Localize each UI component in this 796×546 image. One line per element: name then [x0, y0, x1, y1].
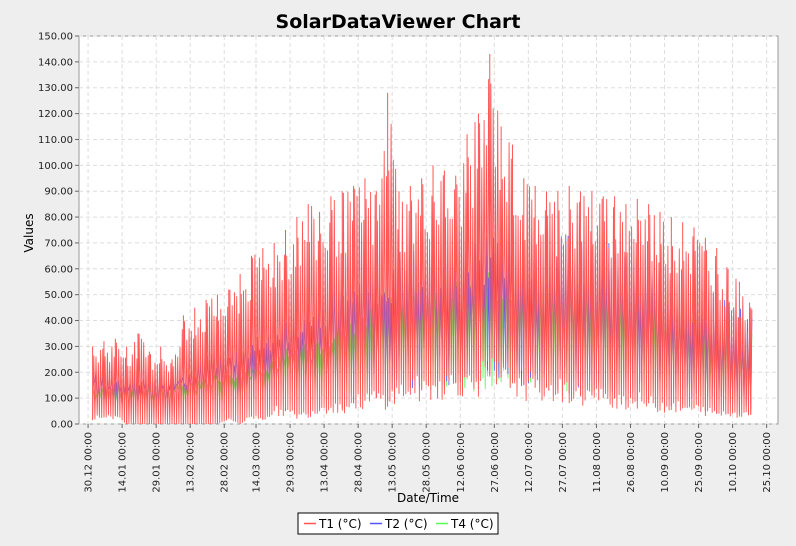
x-tick-label: 13.05 00:00	[388, 432, 399, 493]
y-tick-label: 30.00	[44, 342, 73, 353]
y-tick-label: 100.00	[38, 161, 73, 172]
x-tick-label: 12.07 00:00	[524, 432, 535, 493]
y-tick-label: 0.00	[51, 420, 73, 431]
legend-entry: T2 (°C)	[384, 517, 428, 531]
y-tick-label: 110.00	[38, 135, 73, 146]
x-tick-label: 13.04 00:00	[320, 432, 331, 493]
y-tick-label: 80.00	[44, 213, 73, 224]
y-tick-label: 60.00	[44, 264, 73, 275]
x-tick-label: 25.10 00:00	[762, 432, 773, 493]
y-tick-label: 20.00	[44, 368, 73, 379]
y-tick-label: 40.00	[44, 316, 73, 327]
x-tick-label: 28.02 00:00	[220, 432, 231, 493]
legend-entry: T4 (°C)	[450, 517, 494, 531]
y-axis: 0.00 10.00 20.00 30.00 40.00 50.00 60.00 70.00 8…	[38, 32, 79, 431]
x-tick-label: 29.01 00:00	[152, 432, 163, 493]
x-tick-label: 27.06 00:00	[490, 432, 501, 493]
y-tick-label: 50.00	[44, 290, 73, 301]
x-tick-label: 13.02 00:00	[186, 432, 197, 493]
x-tick-label: 25.09 00:00	[694, 432, 705, 493]
x-tick-label: 12.06 00:00	[456, 432, 467, 493]
x-tick-label: 28.04 00:00	[354, 432, 365, 493]
x-tick-label: 30.12 00:00	[84, 432, 95, 493]
x-tick-label: 10.10 00:00	[728, 432, 739, 493]
x-tick-label: 11.08 00:00	[592, 432, 603, 493]
chart-title: SolarDataViewer Chart	[276, 11, 521, 33]
x-tick-label: 26.08 00:00	[626, 432, 637, 493]
legend-entry: T1 (°C)	[318, 517, 362, 531]
legend: T1 (°C) T2 (°C) T4 (°C)	[297, 512, 499, 535]
x-tick-label: 14.03 00:00	[252, 432, 263, 493]
y-tick-label: 130.00	[38, 83, 73, 94]
legend-box	[297, 512, 499, 535]
x-axis-label: Date/Time	[397, 491, 459, 505]
series-line-t1	[92, 79, 753, 425]
x-tick-label: 29.03 00:00	[286, 432, 297, 493]
x-tick-label: 10.09 00:00	[660, 432, 671, 493]
y-tick-label: 120.00	[38, 109, 73, 120]
x-tick-label: 28.05 00:00	[422, 432, 433, 493]
x-axis: 30.12 00:00 14.01 00:00 29.01 00:00 13.02 0…	[84, 424, 773, 493]
y-tick-label: 70.00	[44, 238, 73, 249]
y-axis-label: Values	[22, 213, 36, 252]
y-tick-label: 90.00	[44, 187, 73, 198]
y-tick-label: 140.00	[38, 57, 73, 68]
y-tick-label: 150.00	[38, 32, 73, 43]
y-tick-label: 10.00	[44, 394, 73, 405]
x-tick-label: 14.01 00:00	[118, 432, 129, 493]
x-tick-label: 27.07 00:00	[558, 432, 569, 493]
series-layer	[92, 54, 753, 425]
